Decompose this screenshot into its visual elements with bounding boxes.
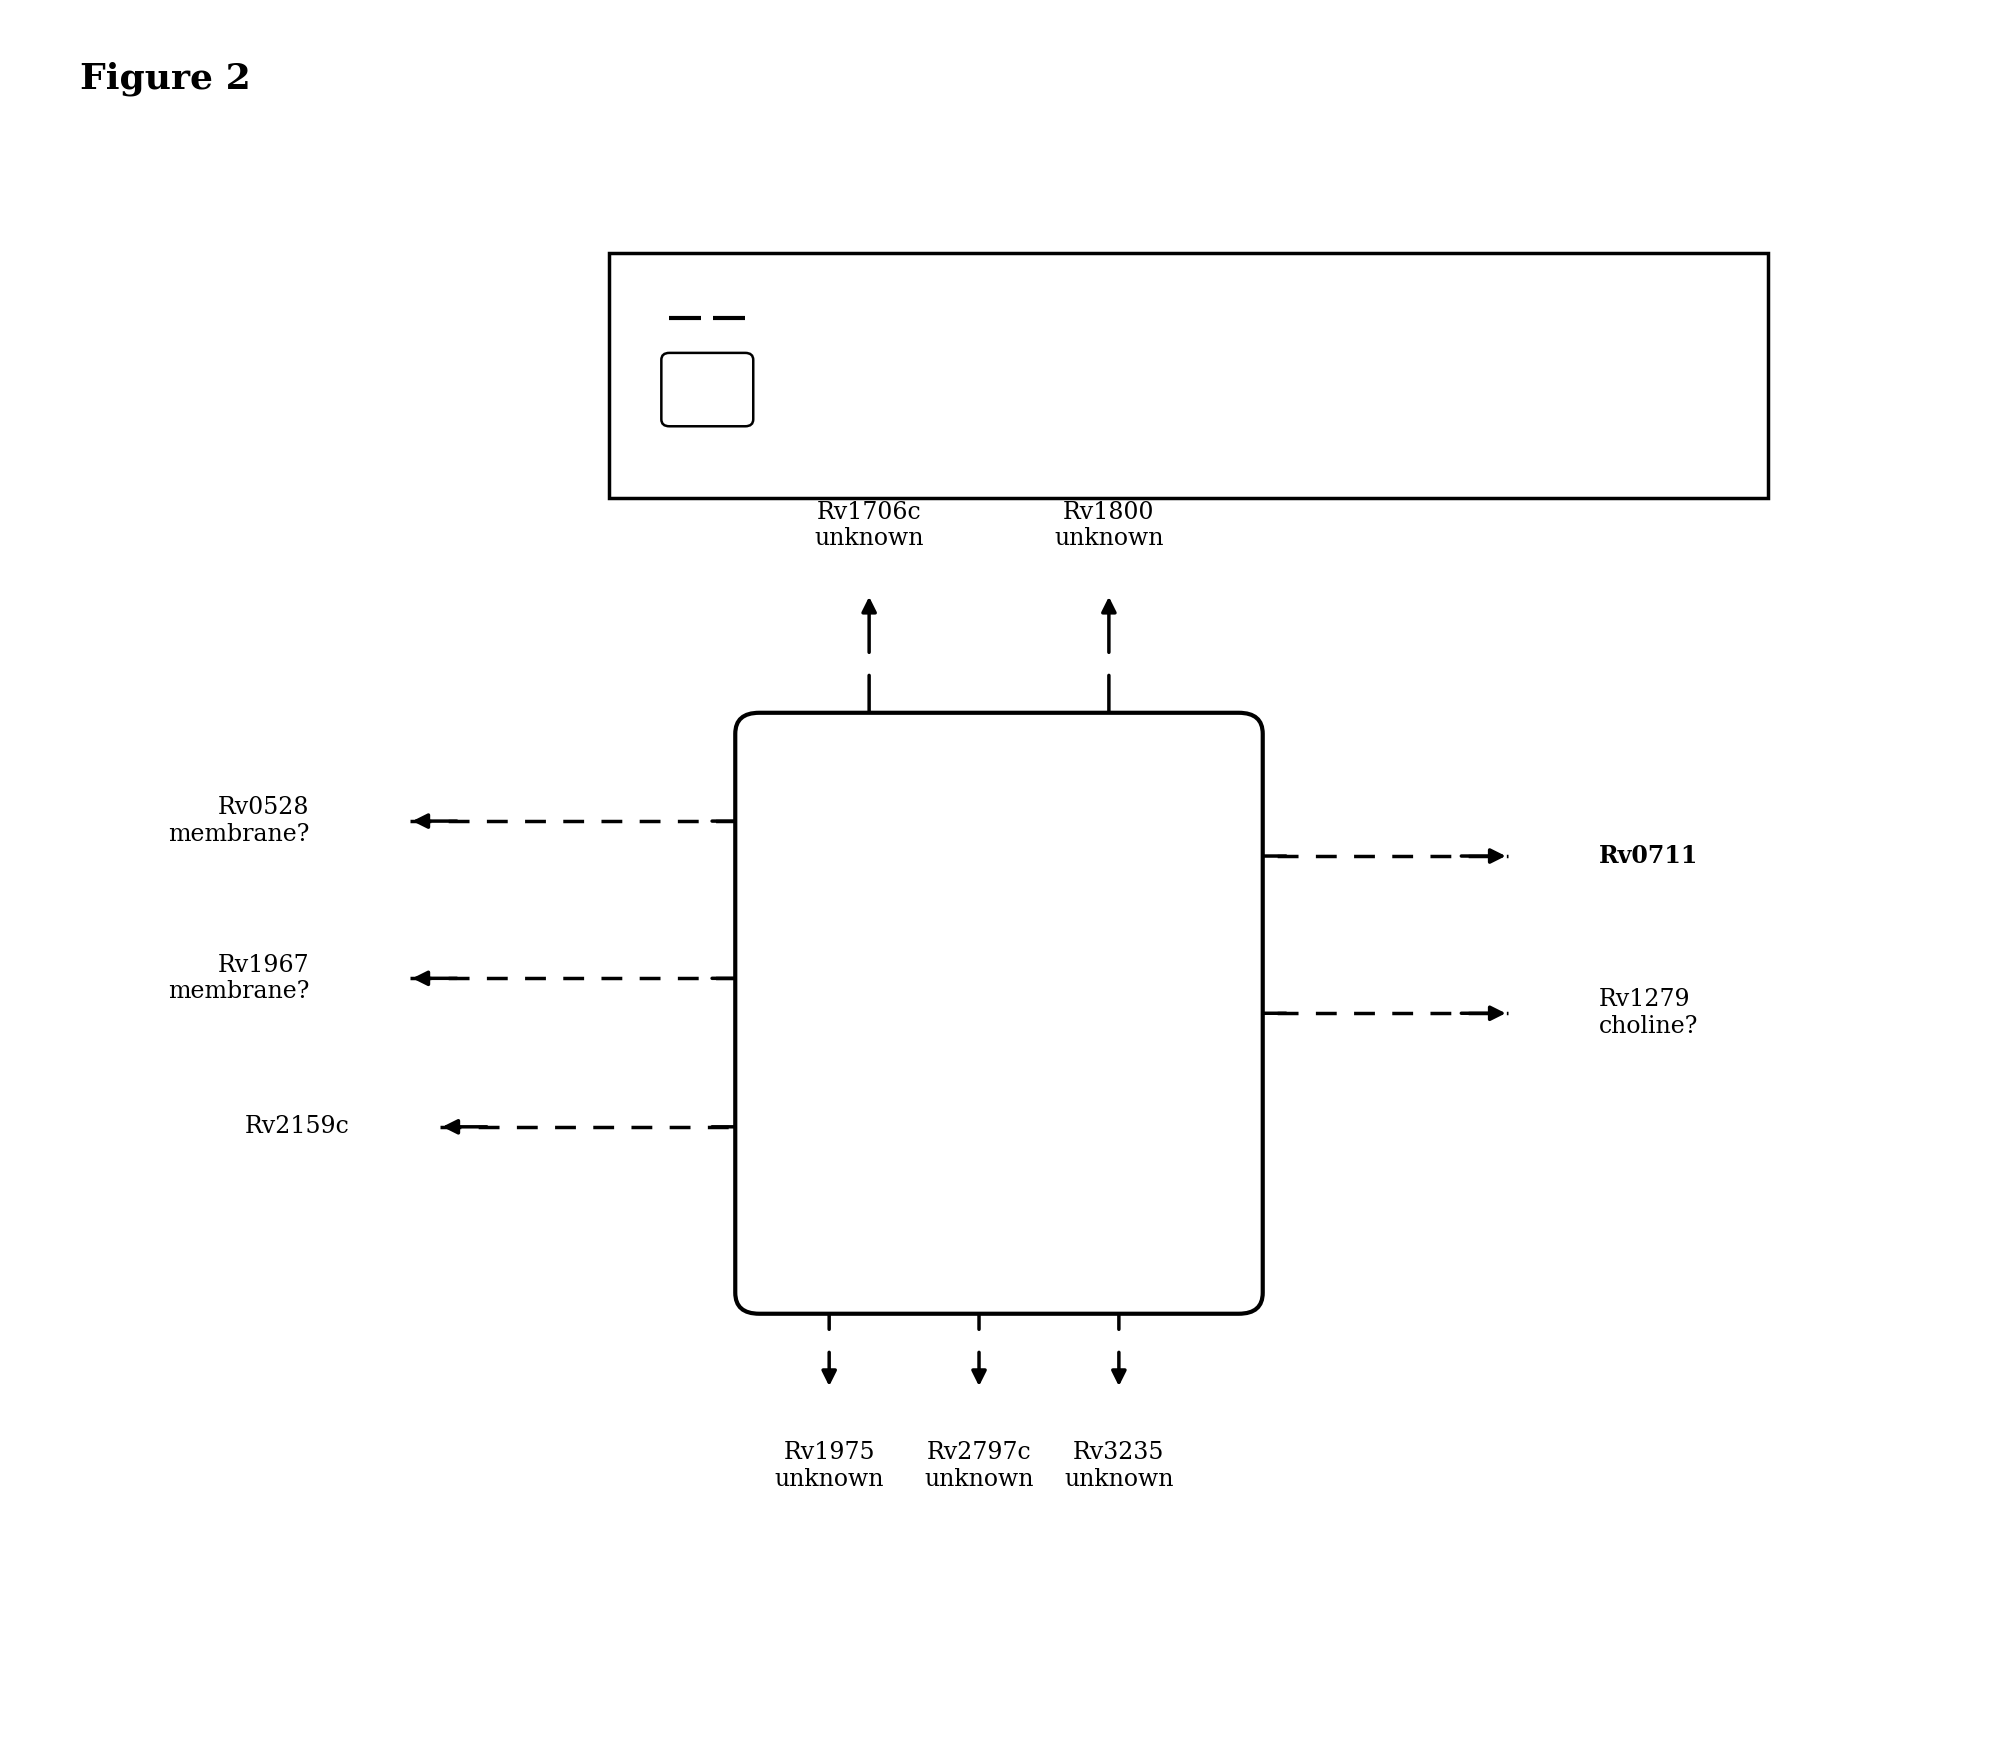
Text: Rv1279
choline?: Rv1279 choline? — [1598, 989, 1698, 1038]
Text: Figure 2: Figure 2 — [80, 61, 250, 96]
Text: Rv3795: Rv3795 — [951, 1071, 1047, 1095]
Text: embA: embA — [963, 940, 1035, 964]
Text: Genes clustered by gene proximity: Genes clustered by gene proximity — [773, 376, 1215, 400]
Text: Rv2797c
unknown: Rv2797c unknown — [925, 1441, 1033, 1490]
Text: Rv0528
membrane?: Rv0528 membrane? — [168, 797, 310, 846]
Text: Links established by phylogenetic profile: Links established by phylogenetic profil… — [773, 306, 1295, 330]
Text: Rv1800
unknown: Rv1800 unknown — [1055, 501, 1163, 550]
Text: Rv1706c
unknown: Rv1706c unknown — [815, 501, 923, 550]
Text: Rv1975
unknown: Rv1975 unknown — [775, 1441, 883, 1490]
Text: Rv0711: Rv0711 — [1598, 844, 1698, 868]
Text: Rv1967
membrane?: Rv1967 membrane? — [168, 954, 310, 1003]
FancyBboxPatch shape — [661, 353, 753, 426]
Text: Proteins of known function: Proteins of known function — [773, 438, 1115, 463]
Text: Rv3794: Rv3794 — [951, 879, 1047, 903]
FancyBboxPatch shape — [609, 253, 1768, 498]
Text: Rv3235
unknown: Rv3235 unknown — [1065, 1441, 1173, 1490]
Text: BOLD: BOLD — [669, 438, 747, 463]
Text: Rv2159c: Rv2159c — [246, 1115, 350, 1139]
Text: embB: embB — [963, 1132, 1035, 1157]
FancyBboxPatch shape — [735, 713, 1263, 1314]
